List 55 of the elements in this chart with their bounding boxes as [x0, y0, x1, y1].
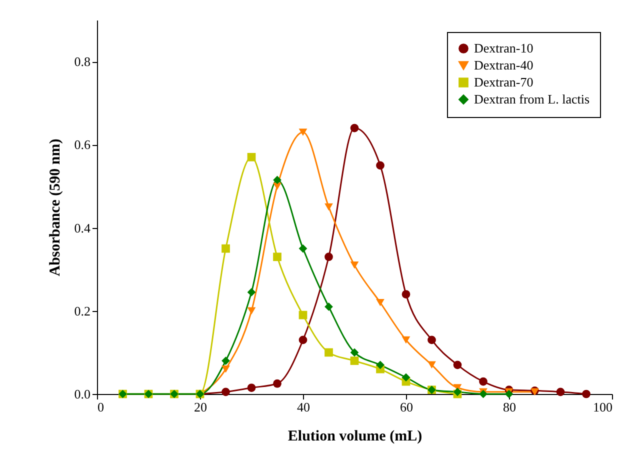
point [247, 307, 256, 315]
point [376, 161, 384, 170]
point [428, 336, 436, 344]
point [273, 252, 282, 262]
point [376, 298, 384, 306]
point [298, 244, 308, 253]
point [324, 252, 333, 262]
point [273, 379, 282, 388]
legend-label: Dextran from L. lactis [474, 92, 590, 106]
point [222, 365, 230, 373]
x-tick-label: 100 [593, 400, 612, 414]
point [324, 348, 333, 357]
point [428, 361, 436, 369]
point [324, 302, 333, 311]
legend-label: Dextran-70 [474, 74, 534, 90]
x-tick-label: 40 [297, 400, 310, 414]
legend-label: Dextran-10 [474, 40, 534, 56]
legend-label: Dextran-40 [474, 58, 534, 72]
point [350, 124, 359, 132]
point [556, 388, 565, 396]
x-tick-label: 60 [400, 400, 413, 414]
point [222, 388, 230, 396]
point [298, 336, 308, 344]
point [402, 336, 410, 344]
point [402, 290, 410, 298]
point [273, 176, 282, 184]
point [324, 203, 333, 211]
point [298, 128, 308, 136]
point [273, 182, 282, 190]
point [453, 360, 462, 370]
point [376, 360, 384, 370]
y-axis-title: Absorbance (590 nm) [47, 138, 64, 276]
y-tick-label: 0.0 [74, 386, 90, 402]
x-tick-label: 0 [98, 400, 104, 414]
point [350, 262, 359, 269]
y-tick-label: 0.4 [74, 220, 91, 236]
point [350, 348, 359, 357]
point [350, 356, 359, 365]
x-tick-label: 80 [503, 400, 516, 414]
y-tick-label: 0.8 [74, 54, 90, 70]
point [504, 390, 514, 398]
point [247, 384, 256, 392]
x-axis-title: Elution volume (mL) [288, 428, 422, 444]
point [479, 390, 488, 398]
y-tick-label: 0.2 [74, 303, 90, 318]
point [298, 310, 308, 320]
point [582, 390, 590, 398]
point [247, 288, 256, 296]
point [402, 373, 410, 382]
point [222, 356, 230, 365]
x-tick-label: 20 [194, 400, 207, 414]
point [479, 377, 488, 386]
point [247, 152, 256, 162]
y-tick-label: 0.6 [74, 137, 91, 152]
point [222, 244, 230, 253]
